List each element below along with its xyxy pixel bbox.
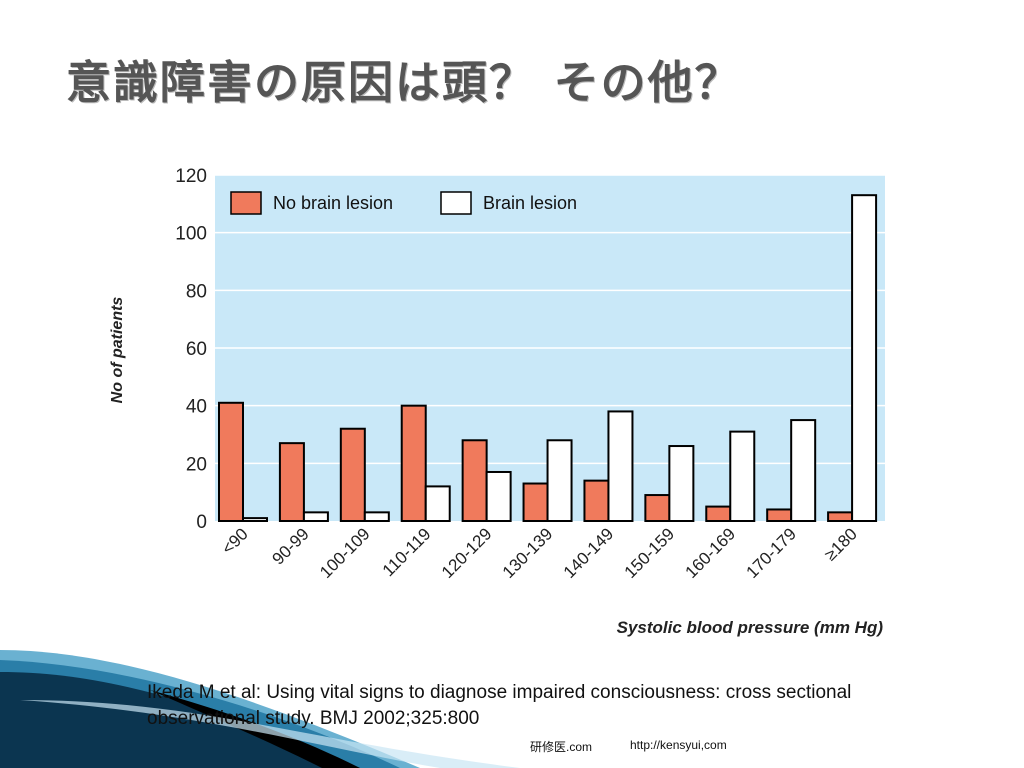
- x-tick-label: 90-99: [269, 524, 313, 568]
- bar-brain-lesion: [851, 194, 878, 523]
- x-tick-label: 150-159: [621, 524, 679, 582]
- y-tick-label: 100: [175, 224, 207, 245]
- bar-brain-lesion: [242, 517, 268, 523]
- bar-brain-lesion: [485, 470, 512, 523]
- bar-no-brain-lesion: [461, 439, 488, 522]
- bar-chart: 0 20 40 60 80 100 120 No of patients <90 90-99 100…: [109, 166, 885, 637]
- x-axis-label: Systolic blood pressure (mm Hg): [617, 618, 884, 637]
- legend-label: Brain lesion: [483, 193, 577, 213]
- y-tick-label: 120: [175, 166, 207, 187]
- footer-site-name: 研修医.com: [530, 740, 593, 754]
- bar-brain-lesion: [668, 445, 695, 522]
- bar-no-brain-lesion: [644, 494, 671, 522]
- x-tick-label: 140-149: [560, 524, 618, 582]
- x-tick-label: <90: [218, 524, 252, 558]
- citation-text: Ikeda M et al: Using vital signs to diag…: [147, 682, 852, 729]
- bar-brain-lesion: [424, 485, 451, 522]
- bar-no-brain-lesion: [705, 505, 732, 523]
- legend-swatch: [230, 191, 262, 215]
- x-tick-label: 130-139: [499, 524, 557, 582]
- x-tick-label: 110-119: [379, 524, 435, 580]
- bar-no-brain-lesion: [218, 401, 244, 523]
- bar-no-brain-lesion: [278, 442, 305, 522]
- y-tick-label: 80: [186, 281, 207, 302]
- bar-brain-lesion: [729, 430, 756, 522]
- bar-no-brain-lesion: [827, 511, 854, 523]
- legend-label: No brain lesion: [273, 193, 393, 213]
- bar-brain-lesion: [790, 419, 817, 523]
- y-tick-label: 20: [186, 454, 207, 475]
- slide-title: 意識障害の原因は頭？ その他？: [66, 56, 742, 109]
- y-tick-label: 60: [186, 339, 207, 360]
- footer-site-url: http://kensyui,com: [630, 738, 727, 752]
- bar-brain-lesion: [302, 511, 329, 523]
- y-axis-label: No of patients: [109, 297, 126, 404]
- bar-brain-lesion: [363, 511, 390, 523]
- x-tick-label: 160-169: [682, 524, 740, 582]
- legend-swatch: [440, 191, 472, 215]
- bar-no-brain-lesion: [522, 482, 549, 522]
- x-tick-label: 100-109: [316, 524, 374, 582]
- x-tick-label: 170-179: [742, 524, 800, 582]
- x-tick-label: ≥180: [821, 524, 861, 564]
- bar-no-brain-lesion: [583, 479, 610, 522]
- x-tick-label: 120-129: [438, 524, 496, 582]
- y-tick-label: 40: [186, 397, 207, 418]
- bar-no-brain-lesion: [766, 508, 793, 523]
- bar-no-brain-lesion: [339, 427, 366, 523]
- bar-no-brain-lesion: [400, 404, 427, 523]
- bar-brain-lesion: [607, 410, 634, 522]
- y-tick-label: 0: [196, 512, 207, 533]
- bar-brain-lesion: [546, 439, 573, 522]
